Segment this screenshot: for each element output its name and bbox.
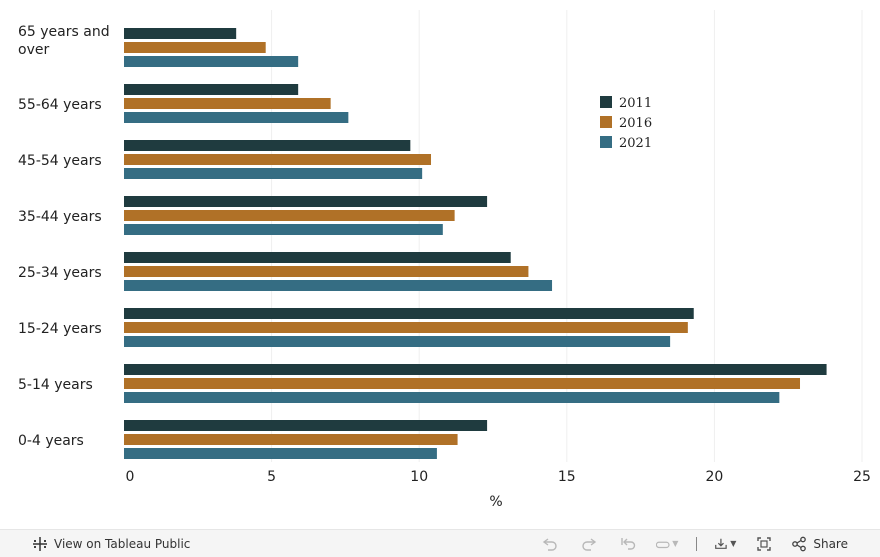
bar-2016-4[interactable]: [124, 266, 529, 277]
category-label: 45-54 years: [18, 153, 102, 169]
view-on-tableau-link[interactable]: View on Tableau Public: [32, 536, 190, 552]
bar-2011-0[interactable]: [124, 28, 237, 39]
legend-label-2011: 2011: [619, 96, 652, 111]
bar-2011-5[interactable]: [124, 308, 694, 319]
x-tick-label: 0: [126, 469, 135, 485]
fullscreen-icon[interactable]: [753, 533, 775, 555]
tableau-toolbar: View on Tableau Public ▼ ▼: [0, 529, 880, 557]
category-label: 35-44 years: [18, 209, 102, 225]
revert-icon[interactable]: [617, 533, 639, 555]
category-label: 0-4 years: [18, 433, 84, 449]
x-tick-label: 5: [267, 469, 276, 485]
legend-swatch-2021: [600, 136, 612, 148]
redo-icon[interactable]: [578, 533, 600, 555]
bar-2021-0[interactable]: [124, 56, 299, 67]
share-label: Share: [813, 536, 848, 551]
bar-2016-0[interactable]: [124, 42, 266, 53]
bar-2011-6[interactable]: [124, 364, 827, 375]
share-icon: [792, 536, 807, 551]
category-label: 5-14 years: [18, 377, 93, 393]
bar-2021-7[interactable]: [124, 448, 437, 459]
bar-2016-6[interactable]: [124, 378, 801, 389]
bar-2021-3[interactable]: [124, 224, 443, 235]
bar-2021-5[interactable]: [124, 336, 671, 347]
tableau-logo-icon: [33, 536, 47, 551]
legend: 2011 2016 2021: [600, 96, 652, 151]
category-labels: 65 years and over 55-64 years 45-54 years 35…: [18, 24, 110, 449]
bar-2021-2[interactable]: [124, 168, 423, 179]
bar-2011-3[interactable]: [124, 196, 488, 207]
bar-2011-7[interactable]: [124, 420, 488, 431]
legend-label-2016: 2016: [619, 116, 652, 131]
bar-2016-7[interactable]: [124, 434, 458, 445]
x-axis-ticks: 0 5 10 15 20 25: [126, 469, 871, 485]
bar-2016-5[interactable]: [124, 322, 688, 333]
x-tick-label: 20: [705, 469, 723, 485]
bar-2011-2[interactable]: [124, 140, 411, 151]
bar-2011-4[interactable]: [124, 252, 511, 263]
bar-2021-4[interactable]: [124, 280, 553, 291]
x-axis-title: %: [489, 494, 502, 510]
legend-label-2021: 2021: [619, 136, 652, 151]
bar-2016-3[interactable]: [124, 210, 455, 221]
share-button[interactable]: Share: [791, 536, 848, 552]
bar-chart: 65 years and over 55-64 years 45-54 years 35…: [18, 10, 871, 510]
category-label: 55-64 years: [18, 97, 102, 113]
bar-2016-1[interactable]: [124, 98, 331, 109]
category-label: 65 years and over: [18, 24, 110, 58]
category-label: 25-34 years: [18, 265, 102, 281]
bar-2021-1[interactable]: [124, 112, 349, 123]
category-label: 15-24 years: [18, 321, 102, 337]
refresh-icon[interactable]: ▼: [656, 533, 678, 555]
bar-2011-1[interactable]: [124, 84, 299, 95]
download-caret-icon: ▼: [730, 539, 737, 548]
x-tick-label: 10: [410, 469, 428, 485]
view-on-tableau-label: View on Tableau Public: [54, 536, 191, 551]
legend-swatch-2011: [600, 96, 612, 108]
bar-2021-6[interactable]: [124, 392, 780, 403]
refresh-caret-icon: ▼: [672, 539, 679, 548]
x-tick-label: 25: [853, 469, 871, 485]
undo-icon[interactable]: [539, 533, 561, 555]
download-icon[interactable]: ▼: [714, 533, 736, 555]
x-tick-label: 15: [558, 469, 576, 485]
bar-2016-2[interactable]: [124, 154, 432, 165]
legend-swatch-2016: [600, 116, 612, 128]
toolbar-divider: [696, 536, 698, 551]
bar-series: [124, 28, 827, 459]
